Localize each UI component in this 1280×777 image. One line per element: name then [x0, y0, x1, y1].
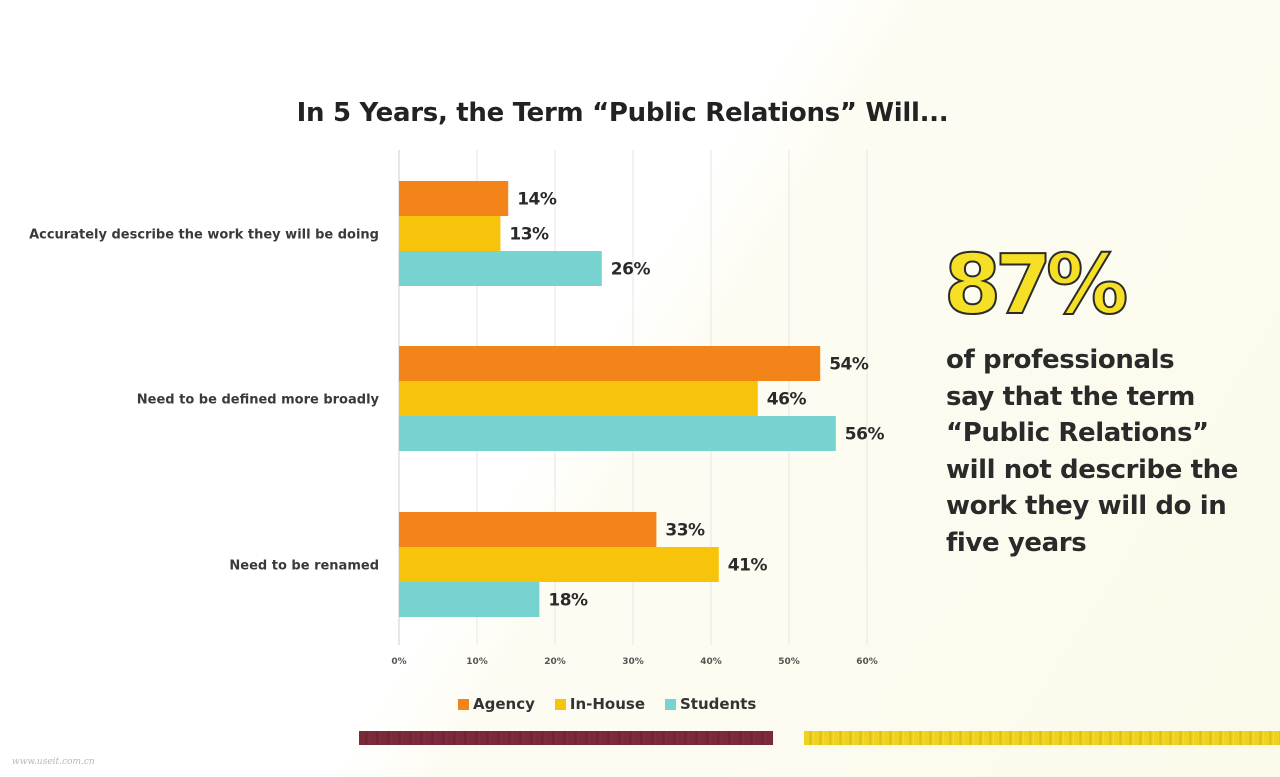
legend-swatch — [665, 698, 676, 710]
callout-line: say that the term — [946, 381, 1195, 412]
bar-in-house — [399, 547, 719, 582]
legend-swatch — [554, 698, 566, 710]
data-label: 46% — [767, 390, 807, 410]
bar-students — [399, 416, 836, 451]
bar-in-house — [399, 381, 758, 416]
legend-item: Agency — [458, 695, 535, 713]
legend-item: Students — [665, 695, 756, 713]
data-label: 26% — [611, 260, 651, 280]
bar-agency — [399, 181, 509, 216]
bar-agency — [399, 512, 657, 547]
x-tick-label: 40% — [700, 657, 722, 667]
callout-line: work they will do in — [946, 491, 1227, 521]
highlight-callout: of professionals say that the term “Publ… — [946, 342, 1266, 561]
data-label: 18% — [548, 591, 588, 611]
callout-line: of professionals — [946, 345, 1175, 375]
data-label: 13% — [509, 225, 549, 245]
x-tick-label: 50% — [778, 657, 800, 667]
category-label: Accurately describe the work they will b… — [29, 228, 379, 243]
chart-title: In 5 Years, the Term “Public Relations” … — [296, 98, 949, 128]
bar-agency — [399, 346, 821, 381]
bar-students — [399, 582, 540, 617]
x-tick-label: 10% — [466, 657, 488, 667]
x-tick-label: 30% — [622, 657, 644, 667]
data-label: 54% — [829, 355, 869, 375]
legend-label: In-House — [569, 695, 645, 713]
category-label: Need to be renamed — [229, 559, 379, 574]
category-label: Need to be defined more broadly — [137, 393, 380, 408]
chart-legend: Agency In-House Students — [458, 695, 756, 713]
data-label: 56% — [845, 425, 885, 445]
data-label: 33% — [665, 521, 705, 541]
legend-swatch — [458, 698, 469, 710]
x-tick-label: 0% — [391, 657, 406, 667]
legend-label: Agency — [473, 695, 535, 713]
highlight-percent: 87% — [943, 237, 1129, 334]
x-tick-label: 20% — [544, 657, 566, 667]
watermark: www.useit.com.cn — [12, 757, 95, 767]
decorative-band-maroon — [359, 731, 773, 745]
legend-item: In-House — [554, 695, 645, 713]
callout-line: five years — [946, 527, 1087, 558]
data-label: 14% — [517, 190, 557, 210]
decorative-band-yellow — [804, 731, 1280, 745]
legend-label: Students — [680, 695, 757, 713]
callout-line: will not describe the — [946, 454, 1238, 485]
bar-students — [399, 251, 602, 286]
x-tick-label: 60% — [856, 657, 878, 667]
callout-line: “Public Relations” — [946, 418, 1209, 448]
bar-in-house — [399, 216, 501, 251]
data-label: 41% — [728, 556, 768, 576]
